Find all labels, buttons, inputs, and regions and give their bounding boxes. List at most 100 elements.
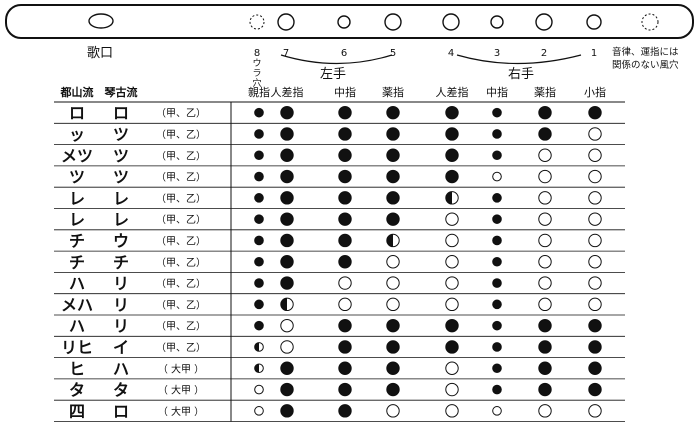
half-hole [386,233,400,248]
register-label: （甲、乙） [156,235,206,247]
closed-hole [588,382,602,397]
closed-hole [538,340,552,354]
closed-hole [386,191,400,205]
open-hole [338,297,352,312]
open-hole [538,276,552,290]
closed-hole [445,148,459,162]
closed-hole [386,361,400,375]
finger-header: 親指 [248,85,270,99]
closed-hole [254,107,264,118]
closed-hole [588,105,602,120]
open-hole [492,406,502,416]
closed-hole [386,212,400,226]
tozan-notation: チ [69,231,85,250]
finger-header: 薬指 [534,85,556,99]
right-hand-bracket [456,54,582,65]
table-row: ヒ ハ （ 大甲 ） [54,359,625,380]
closed-hole [492,342,502,352]
flute-hole-5 [384,13,402,31]
closed-hole [338,382,352,397]
kinko-notation: ツ [113,125,129,144]
closed-hole [492,299,502,310]
register-label: （甲、乙） [156,278,206,290]
tozan-notation: ロ [69,104,85,123]
open-hole [588,255,602,269]
kinko-notation: ロ [113,402,129,421]
closed-hole [280,233,294,248]
closed-hole [338,191,352,205]
utaguchi-hole [88,13,114,29]
finger-header: 人差指 [271,85,304,99]
hole-number: 3 [494,48,500,59]
closed-hole [338,169,352,184]
hole-number: 5 [390,48,396,59]
kinko-notation: イ [113,338,129,357]
closed-hole [338,404,352,418]
closed-hole [538,361,552,375]
open-hole [538,212,552,226]
open-hole [588,212,602,226]
half-hole-fill [254,363,259,373]
closed-hole [280,404,294,418]
kinko-notation: タ [113,381,129,400]
kinko-notation: リ [113,295,129,314]
closed-hole [338,318,352,333]
table-row: リヒ イ （甲、乙） [54,338,625,359]
closed-hole [538,127,552,141]
kinko-notation: ウ [113,231,129,250]
left-hand-label: 左手 [320,67,346,82]
open-hole [254,406,264,416]
closed-hole [338,148,352,162]
hole-number: 2 [541,48,547,59]
tozan-notation: チ [69,253,85,272]
flute-hole-1 [586,14,602,30]
table-row: メハ リ （甲、乙） [54,295,625,316]
closed-hole [254,129,264,139]
flute-hole-8 [249,14,265,30]
closed-hole [338,212,352,226]
open-hole [280,318,294,333]
table-row: ロ ロ （甲、乙） [54,104,625,124]
open-hole [538,191,552,205]
closed-hole [254,299,264,310]
register-label: （甲、乙） [156,172,206,184]
open-hole [254,384,264,395]
table-row: レ レ （甲、乙） [54,210,625,231]
closed-hole [280,361,294,375]
open-hole [445,382,459,397]
register-label: （甲、乙） [156,299,206,311]
closed-hole [338,255,352,269]
open-hole [538,255,552,269]
right-hand-label: 右手 [508,67,534,82]
register-label: （甲、乙） [156,214,206,226]
closed-hole [492,320,502,331]
finger-header: 中指 [486,85,508,99]
table-row: タ タ （ 大甲 ） [54,381,625,401]
closed-hole [386,318,400,333]
closed-hole [254,235,264,246]
open-hole [588,404,602,418]
header-kinko: 琴古流 [104,85,138,99]
flute-hole-7 [277,13,295,31]
ura-note-char: ラ [252,68,261,79]
kinko-notation: レ [113,210,129,229]
closed-hole [254,193,264,203]
open-hole [538,297,552,312]
hole-number: 6 [341,48,347,59]
kinko-notation: チ [113,253,129,272]
open-hole [280,340,294,354]
kinko-notation: ツ [113,168,129,187]
hole-number: 7 [283,48,289,59]
closed-hole [338,105,352,120]
register-label: （甲、乙） [156,193,206,205]
half-hole [254,363,264,374]
closed-hole [588,361,602,375]
closed-hole [492,278,502,288]
closed-hole [254,150,264,161]
closed-hole [280,105,294,120]
register-label: （甲、乙） [156,342,206,354]
closed-hole [280,127,294,141]
finger-header: 薬指 [382,85,404,99]
half-hole [445,191,459,205]
open-hole [588,297,602,312]
